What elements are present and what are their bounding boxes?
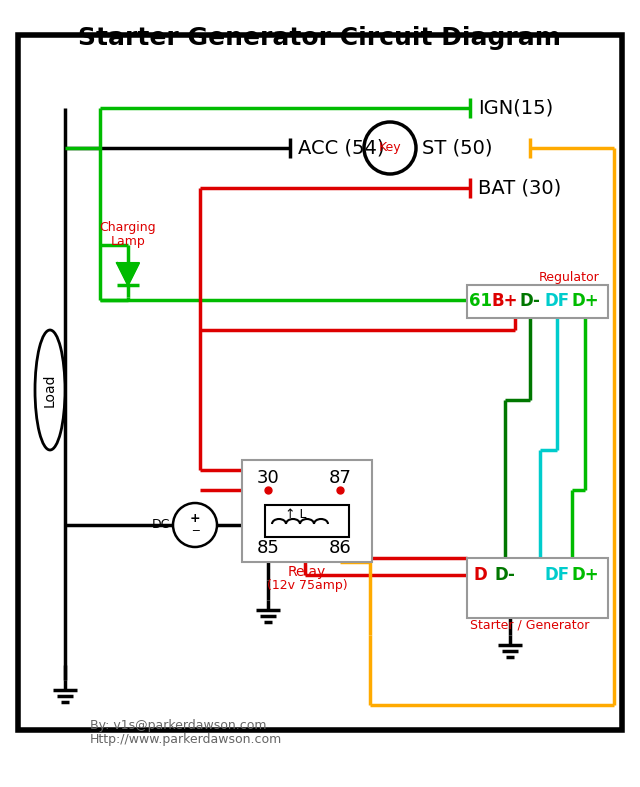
Text: Lamp: Lamp <box>111 235 145 249</box>
Text: (12v 75amp): (12v 75amp) <box>267 578 348 592</box>
Text: 61: 61 <box>468 292 492 310</box>
Text: D-: D- <box>495 566 515 584</box>
Text: D+: D+ <box>571 292 599 310</box>
Text: BAT (30): BAT (30) <box>478 179 561 198</box>
Text: IGN(15): IGN(15) <box>478 98 553 117</box>
Text: Relay: Relay <box>288 565 326 579</box>
Text: ST (50): ST (50) <box>422 139 493 157</box>
Text: By: v1s@parkerdawson.com: By: v1s@parkerdawson.com <box>90 719 266 731</box>
Text: Http://www.parkerdawson.com: Http://www.parkerdawson.com <box>90 733 282 747</box>
Text: Load: Load <box>43 373 57 407</box>
Text: ─: ─ <box>191 525 198 535</box>
Text: B+: B+ <box>492 292 518 310</box>
Text: 30: 30 <box>257 469 280 487</box>
Circle shape <box>173 503 217 547</box>
Text: ↑ L: ↑ L <box>285 508 307 522</box>
Text: 86: 86 <box>328 539 351 557</box>
Text: D: D <box>473 566 487 584</box>
Text: 87: 87 <box>328 469 351 487</box>
Bar <box>242 460 372 562</box>
Text: Key: Key <box>379 142 401 154</box>
Ellipse shape <box>35 330 65 450</box>
Polygon shape <box>117 263 139 285</box>
Text: D-: D- <box>520 292 540 310</box>
Text: Starter / Generator: Starter / Generator <box>470 618 589 631</box>
Circle shape <box>364 122 416 174</box>
Text: 85: 85 <box>257 539 280 557</box>
Text: Charging: Charging <box>100 221 156 235</box>
Bar <box>18 35 622 730</box>
Bar <box>467 558 608 618</box>
Text: Regulator: Regulator <box>540 272 600 284</box>
Text: Starter Generator Circuit Diagram: Starter Generator Circuit Diagram <box>79 26 561 50</box>
Text: DC: DC <box>152 519 170 531</box>
Text: DF: DF <box>545 566 570 584</box>
Text: D+: D+ <box>571 566 599 584</box>
Text: ACC (54): ACC (54) <box>298 139 385 157</box>
Bar <box>265 505 349 537</box>
Text: +: + <box>189 512 200 524</box>
Text: DF: DF <box>545 292 570 310</box>
Bar <box>467 285 608 318</box>
